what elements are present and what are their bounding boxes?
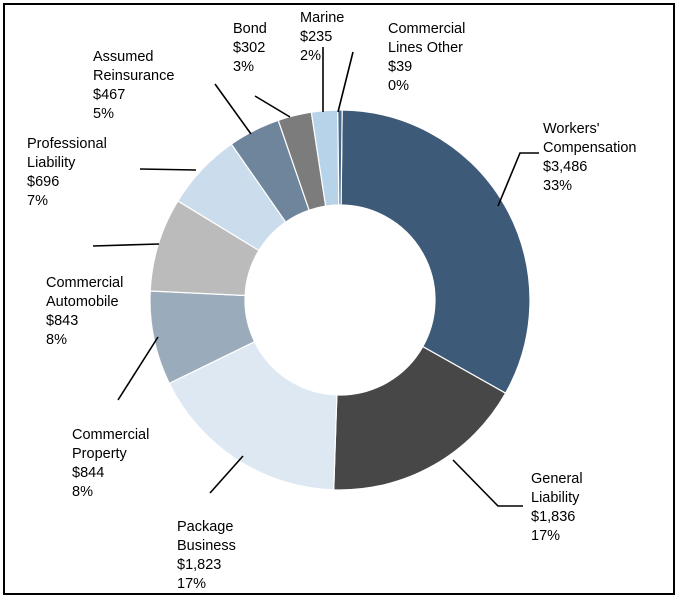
slice-label: Bond $302 3% [233, 21, 267, 75]
leader-lines [92, 47, 539, 507]
label-category: Assumed [93, 49, 153, 65]
label-value: $467 [93, 87, 125, 103]
label-value: $844 [72, 465, 104, 481]
label-percent: 0% [388, 78, 409, 94]
label-value: $235 [300, 29, 332, 45]
label-value: $3,486 [543, 159, 587, 175]
slice-general-liability [333, 345, 507, 491]
label-category: Liability [531, 490, 580, 506]
leader-line [117, 336, 159, 401]
label-percent: 2% [300, 48, 321, 64]
label-category: Business [177, 538, 236, 554]
label-category: Workers' [543, 121, 600, 137]
label-value: $1,836 [531, 509, 575, 525]
label-value: $39 [388, 59, 412, 75]
leader-line [139, 168, 197, 171]
label-percent: 5% [93, 106, 114, 122]
label-percent: 17% [531, 528, 560, 544]
slice-label: Commercial Property $844 8% [72, 427, 149, 500]
slice-label: Commercial Lines Other $39 0% [388, 21, 465, 94]
slice-label: General Liability $1,836 17% [531, 471, 583, 544]
slice-label: Marine $235 2% [300, 10, 344, 64]
slice-label: Assumed Reinsurance $467 5% [93, 49, 174, 122]
label-percent: 8% [46, 332, 67, 348]
leader-line [452, 459, 523, 507]
label-category: Bond [233, 21, 267, 37]
leader-line [254, 95, 291, 118]
slice-label: Commercial Automobile $843 8% [46, 275, 123, 348]
label-value: $696 [27, 174, 59, 190]
slice-labels: Workers' Compensation $3,486 33% General Liab… [27, 10, 637, 592]
leader-line [497, 152, 539, 207]
leader-line [92, 243, 160, 247]
donut-slices [149, 109, 531, 491]
leader-line [209, 455, 244, 494]
leader-line [337, 51, 354, 113]
label-percent: 7% [27, 193, 48, 209]
label-category: Package [177, 519, 233, 535]
label-category: Marine [300, 10, 344, 26]
label-category: Lines Other [388, 40, 463, 56]
slice-package-business [168, 340, 338, 491]
label-category: Property [72, 446, 128, 462]
label-category: Commercial [72, 427, 149, 443]
slice-workers-compensation [340, 109, 531, 394]
label-percent: 17% [177, 576, 206, 592]
slice-label: Workers' Compensation $3,486 33% [543, 121, 637, 194]
slice-label: Package Business $1,823 17% [177, 519, 236, 592]
label-percent: 33% [543, 178, 572, 194]
slice-label: Professional Liability $696 7% [27, 136, 107, 209]
label-category: Commercial [388, 21, 465, 37]
label-category: Commercial [46, 275, 123, 291]
label-value: $843 [46, 313, 78, 329]
label-category: Compensation [543, 140, 637, 156]
chart-frame [3, 3, 675, 595]
label-category: Liability [27, 155, 76, 171]
leader-line [214, 83, 252, 135]
slice-commercial-lines-other [337, 109, 343, 206]
label-percent: 3% [233, 59, 254, 75]
label-category: Automobile [46, 294, 119, 310]
label-percent: 8% [72, 484, 93, 500]
label-value: $1,823 [177, 557, 221, 573]
label-category: Reinsurance [93, 68, 174, 84]
label-value: $302 [233, 40, 265, 56]
label-category: Professional [27, 136, 107, 152]
label-category: General [531, 471, 583, 487]
